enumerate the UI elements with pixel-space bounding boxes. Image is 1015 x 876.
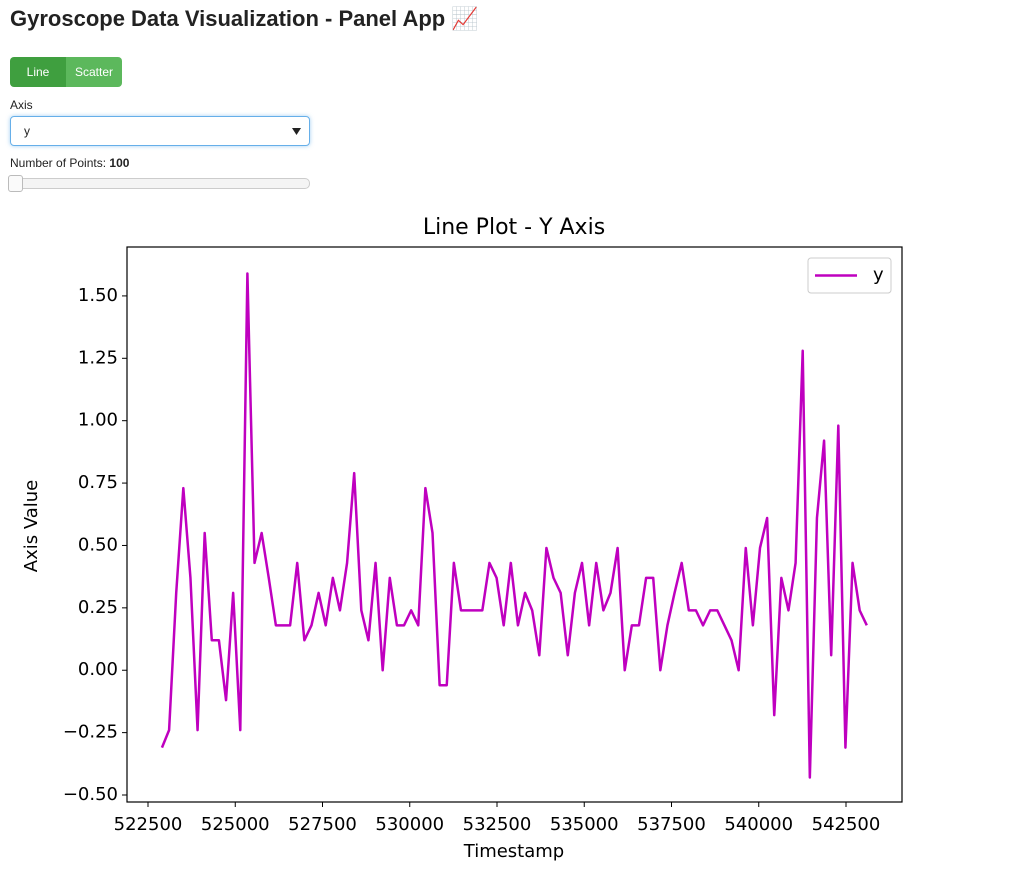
y-tick-label: 0.25 [78,597,118,618]
slider-handle[interactable] [8,175,23,192]
y-tick-label: 0.75 [78,472,118,493]
y-axis-label: Axis Value [21,480,42,573]
x-tick-label: 527500 [288,814,357,835]
y-tick-label: 1.25 [78,347,118,368]
dropdown-arrow [292,128,301,135]
x-tick-label: 540000 [724,814,793,835]
chart: Line Plot - Y Axis Timestamp Axis Value … [21,215,903,862]
plot-frame [126,246,903,803]
y-tick-label: 1.50 [78,285,118,306]
x-tick-label: 535000 [550,814,619,835]
app-title: Gyroscope Data Visualization - Panel App… [10,6,479,31]
x-tick-label: 532500 [463,814,532,835]
x-tick-label: 530000 [375,814,444,835]
plot-type-toggle: Line Scatter [10,57,122,87]
y-tick-label: −0.25 [63,722,118,743]
data-line [160,272,868,779]
axis-label: Axis [10,98,33,112]
line-button[interactable]: Line [10,57,66,87]
chart-title: Line Plot - Y Axis [423,215,605,240]
x-axis-label: Timestamp [463,841,564,862]
y-tick-label: 0.00 [78,659,118,680]
x-tick-label: 522500 [114,814,183,835]
x-tick-label: 537500 [637,814,706,835]
y-tick-label: −0.50 [63,784,118,805]
points-value: 100 [109,156,130,170]
points-label-text: Number of Points: [10,156,107,170]
legend-label: y [873,265,884,286]
y-tick-label: 1.00 [78,410,118,431]
x-tick-label: 542500 [812,814,881,835]
scatter-button[interactable]: Scatter [66,57,122,87]
y-tick-label: 0.50 [78,534,118,555]
select-value: y [24,124,30,138]
points-label: Number of Points: 100 [10,156,129,170]
x-tick-label: 525000 [201,814,270,835]
slider-track[interactable] [10,178,310,189]
axis-select[interactable]: y [10,116,310,146]
